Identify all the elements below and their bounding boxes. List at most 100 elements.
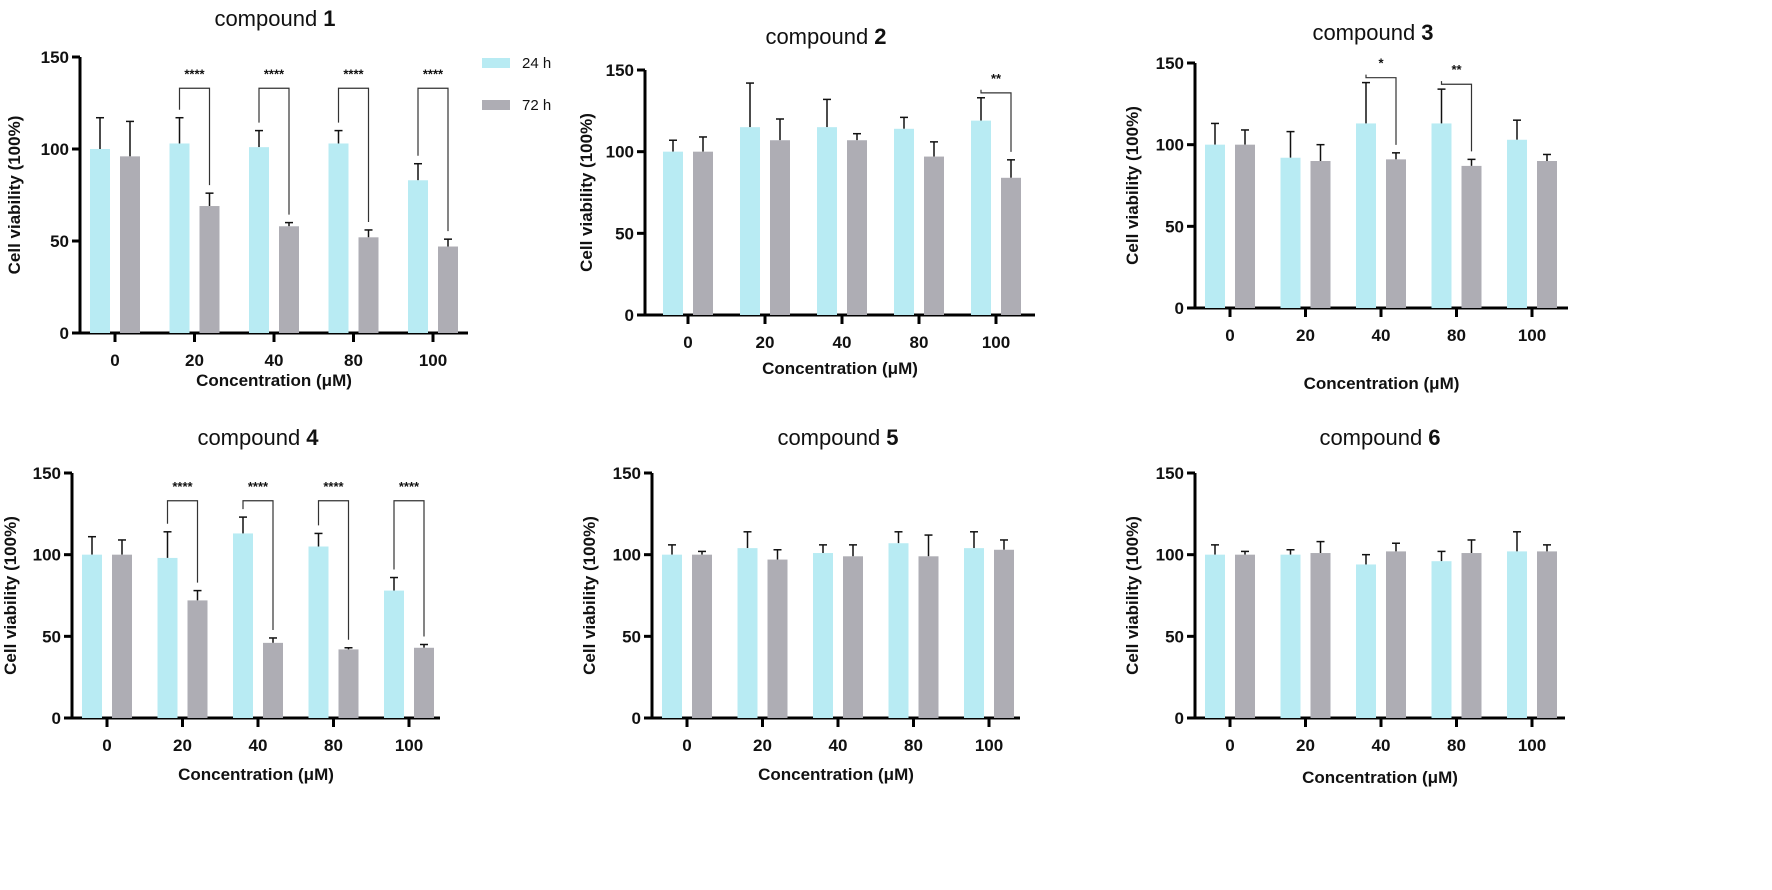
bar-24h-100 xyxy=(971,120,991,315)
bar-24h-40 xyxy=(817,127,837,316)
bar-24h-100 xyxy=(1507,551,1527,718)
y-tick-label: 0 xyxy=(1175,299,1184,318)
bar-72h-40 xyxy=(279,226,299,333)
bar-72h-80 xyxy=(924,156,944,315)
y-tick-label: 150 xyxy=(33,464,61,483)
y-tick-label: 0 xyxy=(60,324,69,343)
bar-24h-0 xyxy=(1205,144,1225,308)
y-axis-label: Cell viability (100%) xyxy=(5,116,24,275)
bar-24h-100 xyxy=(1507,139,1527,308)
y-tick-label: 100 xyxy=(41,140,69,159)
significance-bracket xyxy=(242,500,274,630)
x-tick-label: 40 xyxy=(1372,736,1391,755)
bar-72h-20 xyxy=(1310,161,1331,308)
chart-title: compound 4 xyxy=(197,425,319,450)
legend: 24 h 72 h xyxy=(482,55,551,114)
significance-bracket xyxy=(393,500,425,637)
x-tick-label: 80 xyxy=(324,736,343,755)
x-tick-label: 100 xyxy=(395,736,423,755)
bar-24h-40 xyxy=(1356,123,1376,308)
y-tick-label: 100 xyxy=(33,546,61,565)
y-tick-label: 0 xyxy=(1175,709,1184,728)
x-axis-label: Concentration (μM) xyxy=(178,765,334,784)
bar-24h-80 xyxy=(328,143,349,333)
x-tick-label: 80 xyxy=(1447,736,1466,755)
y-tick-label: 0 xyxy=(52,709,61,728)
bar-24h-0 xyxy=(662,554,682,718)
bar-24h-20 xyxy=(169,143,190,333)
bar-24h-20 xyxy=(737,548,758,718)
significance-label: **** xyxy=(264,66,285,81)
significance-label: **** xyxy=(399,479,420,494)
chart-panel-compound-2: compound 2 0 50 100 150 0 20 40 80 100 ** Concentra… xyxy=(577,24,1035,378)
x-tick-label: 40 xyxy=(833,333,852,352)
y-tick-label: 50 xyxy=(1165,627,1184,646)
y-tick-label: 0 xyxy=(625,306,634,325)
x-tick-label: 0 xyxy=(682,736,691,755)
x-tick-label: 80 xyxy=(904,736,923,755)
y-tick-label: 50 xyxy=(622,627,641,646)
bar-72h-40 xyxy=(843,556,863,718)
x-tick-label: 80 xyxy=(910,333,929,352)
x-tick-label: 80 xyxy=(344,351,363,370)
chart-title: compound 6 xyxy=(1319,425,1440,450)
x-axis-label: Concentration (μM) xyxy=(758,765,914,784)
bar-72h-40 xyxy=(263,642,283,718)
x-tick-label: 100 xyxy=(419,351,447,370)
bar-24h-100 xyxy=(408,180,428,333)
chart-title: compound 1 xyxy=(214,6,335,31)
x-axis-label: Concentration (μM) xyxy=(1304,374,1460,393)
bar-24h-20 xyxy=(1280,554,1301,718)
bar-24h-40 xyxy=(249,147,269,333)
y-axis-label: Cell viability (100%) xyxy=(1123,516,1142,675)
y-tick-label: 0 xyxy=(632,709,641,728)
legend-label: 24 h xyxy=(522,55,551,72)
y-axis-label: Cell viability (100%) xyxy=(577,113,596,272)
bar-72h-0 xyxy=(120,156,140,333)
x-tick-label: 40 xyxy=(265,351,284,370)
bar-72h-20 xyxy=(767,559,788,718)
bar-72h-100 xyxy=(438,246,458,333)
x-axis-label: Concentration (μM) xyxy=(1302,768,1458,787)
bar-72h-100 xyxy=(1537,161,1557,308)
x-tick-label: 40 xyxy=(249,736,268,755)
x-tick-label: 100 xyxy=(982,333,1010,352)
bar-72h-80 xyxy=(918,556,939,718)
bar-24h-100 xyxy=(964,548,984,718)
bar-72h-100 xyxy=(414,647,434,718)
bar-24h-0 xyxy=(663,151,683,315)
bar-72h-20 xyxy=(770,140,790,315)
bar-72h-0 xyxy=(692,554,712,718)
bar-72h-20 xyxy=(187,600,208,718)
significance-bracket xyxy=(317,500,350,640)
x-tick-label: 20 xyxy=(753,736,772,755)
y-tick-label: 50 xyxy=(50,232,69,251)
y-tick-label: 100 xyxy=(1156,136,1184,155)
y-tick-label: 50 xyxy=(1165,217,1184,236)
x-tick-label: 0 xyxy=(1225,736,1234,755)
x-tick-label: 80 xyxy=(1447,326,1466,345)
y-tick-label: 100 xyxy=(606,143,634,162)
bar-72h-40 xyxy=(1386,551,1406,718)
y-axis-label: Cell viability (100%) xyxy=(580,516,599,675)
bar-24h-80 xyxy=(308,546,329,718)
bar-24h-40 xyxy=(233,533,253,718)
x-tick-label: 0 xyxy=(102,736,111,755)
chart-panel-compound-5: compound 5 0 50 100 150 0 20 40 80 100 Concentrati… xyxy=(580,425,1020,784)
x-tick-label: 0 xyxy=(683,333,692,352)
bar-72h-0 xyxy=(112,554,132,718)
bar-24h-20 xyxy=(1280,157,1301,308)
bar-72h-40 xyxy=(847,140,867,315)
significance-bracket xyxy=(1365,74,1397,145)
bar-24h-20 xyxy=(157,557,178,718)
bar-24h-0 xyxy=(1205,554,1225,718)
significance-label: ** xyxy=(991,71,1002,86)
x-tick-label: 20 xyxy=(185,351,204,370)
x-tick-label: 20 xyxy=(173,736,192,755)
significance-bracket xyxy=(337,87,370,222)
bar-24h-100 xyxy=(384,590,404,718)
bar-24h-80 xyxy=(894,128,914,315)
x-tick-label: 40 xyxy=(829,736,848,755)
